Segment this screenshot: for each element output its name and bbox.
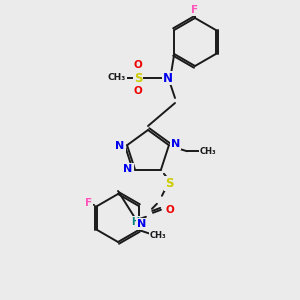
Text: H: H: [131, 217, 139, 227]
Text: N: N: [171, 139, 181, 149]
Text: N: N: [123, 164, 133, 174]
Text: N: N: [137, 219, 147, 229]
Text: O: O: [134, 86, 142, 96]
Text: N: N: [116, 141, 125, 151]
Text: O: O: [134, 60, 142, 70]
Text: N: N: [163, 71, 173, 85]
Text: S: S: [165, 177, 173, 190]
Text: CH₃: CH₃: [108, 74, 126, 82]
Text: S: S: [134, 71, 142, 85]
Text: F: F: [191, 5, 199, 15]
Text: CH₃: CH₃: [200, 147, 216, 156]
Text: CH₃: CH₃: [149, 232, 166, 241]
Text: F: F: [85, 198, 92, 208]
Text: O: O: [166, 205, 174, 215]
